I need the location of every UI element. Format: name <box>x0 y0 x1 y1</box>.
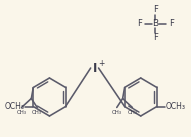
Text: I: I <box>92 62 97 75</box>
Text: CH₃: CH₃ <box>16 109 27 115</box>
Text: F: F <box>169 19 174 28</box>
Text: OCH₃: OCH₃ <box>4 102 24 111</box>
Text: CH₃: CH₃ <box>32 109 42 115</box>
Text: F: F <box>153 34 158 42</box>
Text: B: B <box>152 19 159 28</box>
Text: +: + <box>98 59 105 68</box>
Text: F: F <box>137 19 142 28</box>
Text: OCH₃: OCH₃ <box>166 102 186 111</box>
Text: F: F <box>153 5 158 15</box>
Text: CH₃: CH₃ <box>112 109 122 115</box>
Text: CH₃: CH₃ <box>127 109 138 115</box>
